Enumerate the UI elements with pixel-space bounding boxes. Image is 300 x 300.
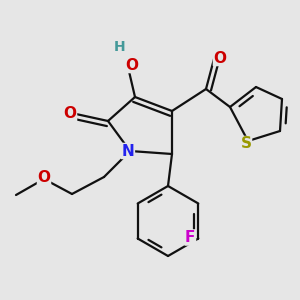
Text: N: N xyxy=(122,143,134,158)
Text: H: H xyxy=(114,40,126,54)
Text: F: F xyxy=(185,230,196,245)
Text: O: O xyxy=(64,106,76,121)
Text: S: S xyxy=(241,136,251,152)
Text: O: O xyxy=(38,169,50,184)
Text: O: O xyxy=(125,58,139,73)
Text: O: O xyxy=(214,50,226,65)
